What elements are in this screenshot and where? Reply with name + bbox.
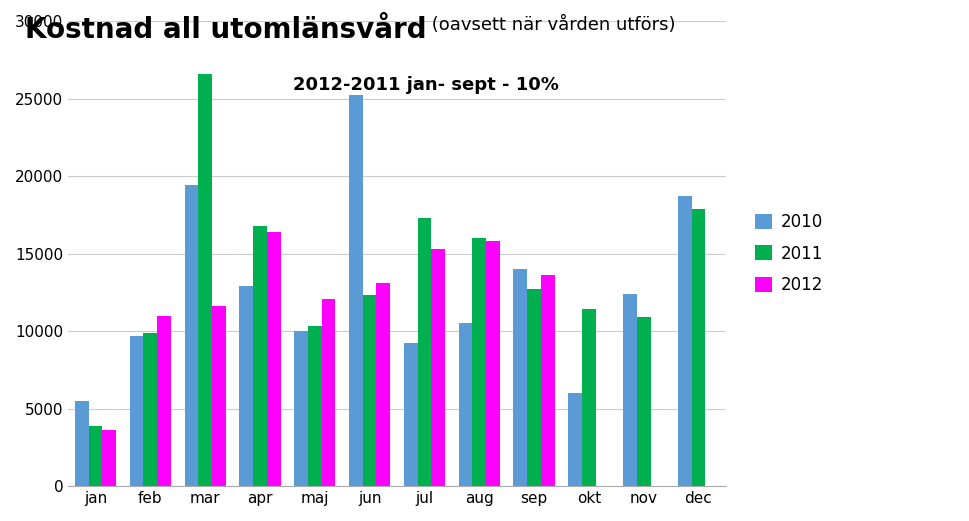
Bar xyxy=(143,332,157,486)
Bar xyxy=(404,343,418,486)
Text: Kostnad all utomlänsvård: Kostnad all utomlänsvård xyxy=(25,16,426,44)
Bar xyxy=(692,208,705,486)
Bar xyxy=(527,289,541,486)
Bar xyxy=(486,241,500,486)
Bar xyxy=(130,336,143,486)
Bar xyxy=(458,324,472,486)
Bar xyxy=(157,316,171,486)
Bar xyxy=(253,226,266,486)
Bar xyxy=(75,401,89,486)
Bar xyxy=(184,185,199,486)
Bar xyxy=(514,269,527,486)
Bar xyxy=(568,393,582,486)
Text: (oavsett när vården utförs): (oavsett när vården utförs) xyxy=(426,16,675,34)
Bar xyxy=(362,295,376,486)
Bar xyxy=(431,249,445,486)
Text: 2012-2011 jan- sept - 10%: 2012-2011 jan- sept - 10% xyxy=(294,76,559,94)
Legend: 2010, 2011, 2012: 2010, 2011, 2012 xyxy=(756,213,823,294)
Bar xyxy=(322,299,335,486)
Bar xyxy=(295,331,308,486)
Bar xyxy=(541,275,554,486)
Bar xyxy=(89,426,103,486)
Bar xyxy=(103,430,116,486)
Bar xyxy=(472,238,486,486)
Bar xyxy=(349,95,362,486)
Bar xyxy=(212,306,226,486)
Bar xyxy=(623,294,637,486)
Bar xyxy=(199,73,212,486)
Bar xyxy=(637,317,650,486)
Bar xyxy=(376,283,391,486)
Bar xyxy=(308,327,322,486)
Bar xyxy=(239,286,253,486)
Bar xyxy=(266,232,280,486)
Bar xyxy=(418,218,431,486)
Bar xyxy=(678,196,692,486)
Bar xyxy=(582,309,596,486)
